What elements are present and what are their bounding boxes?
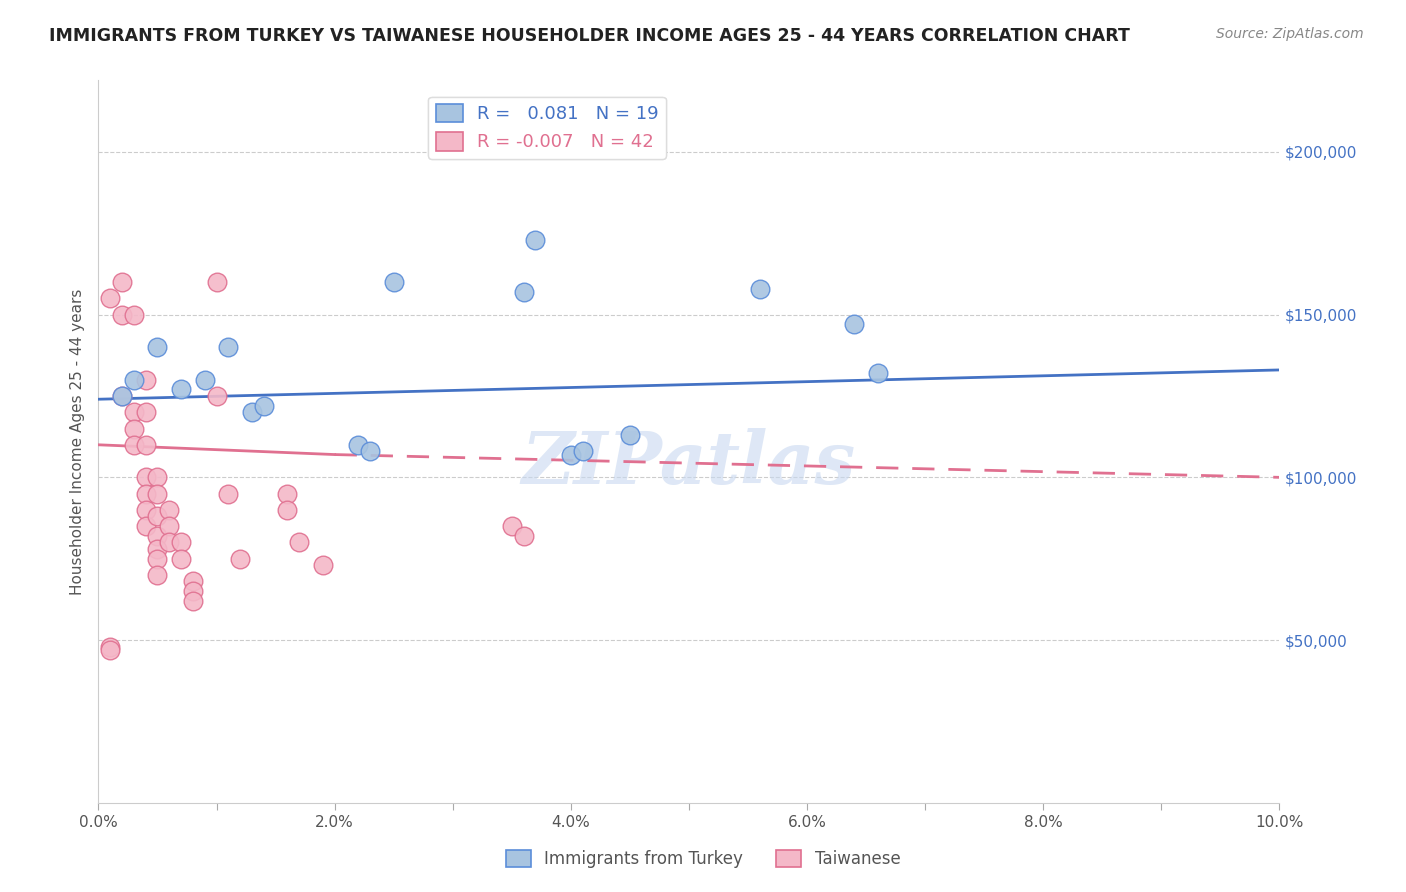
Point <box>146 551 169 566</box>
Point <box>135 405 157 419</box>
Point <box>866 366 889 380</box>
Point <box>111 308 134 322</box>
Point <box>312 558 335 573</box>
Point <box>205 275 228 289</box>
Point <box>135 438 157 452</box>
Y-axis label: Householder Income Ages 25 - 44 years: Householder Income Ages 25 - 44 years <box>69 288 84 595</box>
Point <box>181 584 204 599</box>
Point <box>146 340 169 354</box>
Point <box>382 275 405 289</box>
Point <box>146 486 169 500</box>
Point <box>181 594 204 608</box>
Legend: Immigrants from Turkey, Taiwanese: Immigrants from Turkey, Taiwanese <box>499 843 907 875</box>
Point <box>146 509 169 524</box>
Point <box>146 470 169 484</box>
Point <box>512 529 534 543</box>
Point <box>122 308 145 322</box>
Point <box>512 285 534 299</box>
Point <box>98 640 121 654</box>
Point <box>194 373 217 387</box>
Point <box>170 551 193 566</box>
Point <box>122 438 145 452</box>
Point <box>122 421 145 435</box>
Point <box>524 233 547 247</box>
Point <box>276 503 298 517</box>
Point <box>619 428 641 442</box>
Point <box>146 568 169 582</box>
Point <box>135 486 157 500</box>
Point <box>347 438 370 452</box>
Point <box>111 389 134 403</box>
Text: IMMIGRANTS FROM TURKEY VS TAIWANESE HOUSEHOLDER INCOME AGES 25 - 44 YEARS CORREL: IMMIGRANTS FROM TURKEY VS TAIWANESE HOUS… <box>49 27 1130 45</box>
Point <box>111 389 134 403</box>
Point <box>229 551 252 566</box>
Point <box>157 519 180 533</box>
Point <box>844 318 866 332</box>
Point <box>240 405 263 419</box>
Point <box>205 389 228 403</box>
Point <box>98 643 121 657</box>
Point <box>122 405 145 419</box>
Point <box>276 486 298 500</box>
Point <box>146 529 169 543</box>
Point <box>146 541 169 556</box>
Point <box>170 535 193 549</box>
Point <box>748 282 770 296</box>
Point <box>135 470 157 484</box>
Text: ZIPatlas: ZIPatlas <box>522 428 856 499</box>
Point <box>560 448 582 462</box>
Point <box>181 574 204 589</box>
Point <box>501 519 523 533</box>
Point <box>253 399 276 413</box>
Text: Source: ZipAtlas.com: Source: ZipAtlas.com <box>1216 27 1364 41</box>
Point <box>571 444 593 458</box>
Point <box>170 383 193 397</box>
Point <box>359 444 381 458</box>
Point <box>135 373 157 387</box>
Point <box>157 535 180 549</box>
Point <box>217 486 239 500</box>
Point <box>111 275 134 289</box>
Point <box>157 503 180 517</box>
Point <box>135 519 157 533</box>
Legend: R =   0.081   N = 19, R = -0.007   N = 42: R = 0.081 N = 19, R = -0.007 N = 42 <box>429 96 666 159</box>
Point <box>217 340 239 354</box>
Point <box>135 503 157 517</box>
Point <box>288 535 311 549</box>
Point <box>98 291 121 305</box>
Point <box>122 373 145 387</box>
